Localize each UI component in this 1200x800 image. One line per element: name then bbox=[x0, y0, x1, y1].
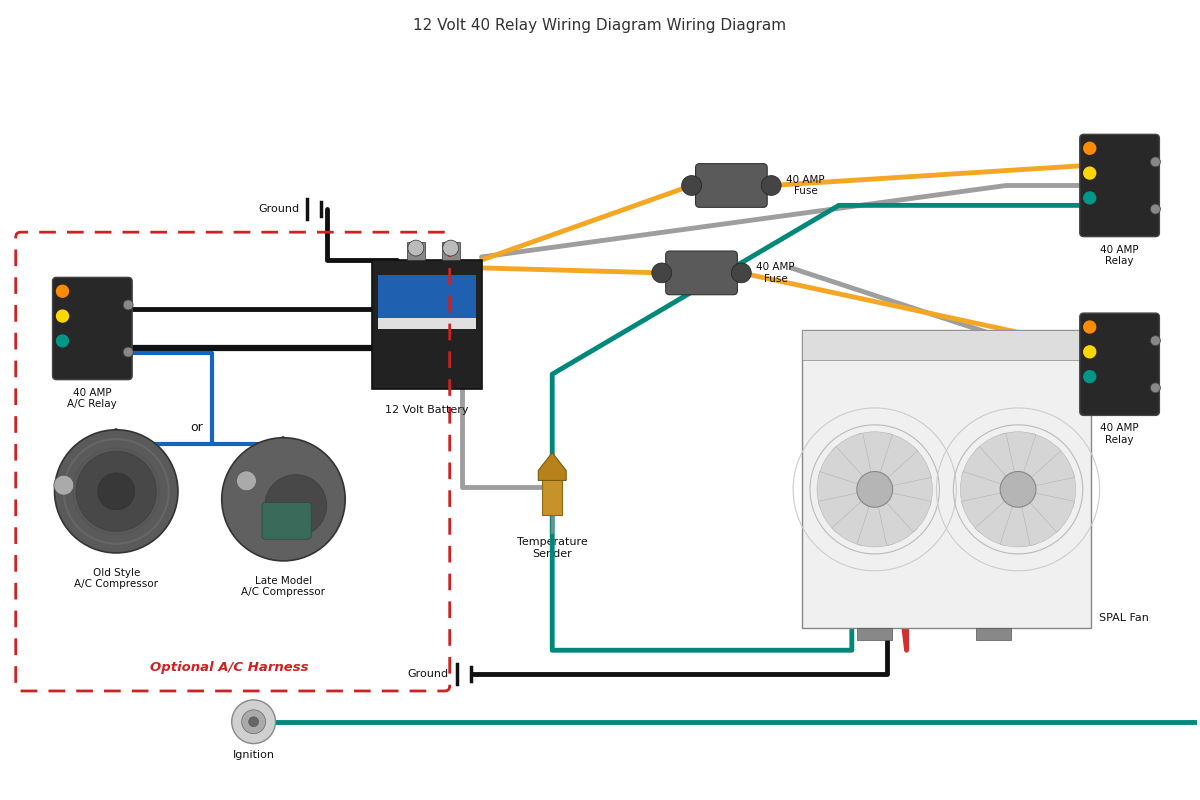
Circle shape bbox=[56, 286, 68, 298]
Text: 40 AMP
Relay: 40 AMP Relay bbox=[1100, 423, 1139, 445]
Circle shape bbox=[124, 347, 133, 357]
Circle shape bbox=[1084, 346, 1096, 358]
Wedge shape bbox=[875, 433, 918, 490]
Wedge shape bbox=[857, 432, 893, 490]
Circle shape bbox=[731, 263, 751, 283]
Circle shape bbox=[1151, 204, 1160, 214]
Circle shape bbox=[124, 300, 133, 310]
Text: Ground: Ground bbox=[258, 204, 299, 214]
Wedge shape bbox=[1018, 433, 1061, 490]
FancyBboxPatch shape bbox=[53, 278, 132, 380]
Text: or: or bbox=[191, 421, 203, 434]
Bar bbox=[542, 470, 562, 515]
Circle shape bbox=[97, 473, 134, 510]
Wedge shape bbox=[875, 471, 932, 507]
Circle shape bbox=[1151, 383, 1160, 393]
Circle shape bbox=[652, 263, 672, 283]
Circle shape bbox=[222, 438, 346, 561]
Circle shape bbox=[408, 240, 424, 256]
FancyBboxPatch shape bbox=[262, 502, 311, 539]
Polygon shape bbox=[539, 453, 566, 481]
Wedge shape bbox=[832, 433, 875, 490]
Circle shape bbox=[1084, 142, 1096, 154]
Bar bbox=[802, 330, 1091, 360]
Wedge shape bbox=[817, 471, 875, 507]
Text: Ground: Ground bbox=[408, 669, 449, 679]
Wedge shape bbox=[818, 490, 875, 532]
Circle shape bbox=[1000, 471, 1036, 507]
Circle shape bbox=[54, 430, 178, 553]
Wedge shape bbox=[961, 446, 1018, 490]
Circle shape bbox=[232, 700, 276, 743]
Text: 12 Volt Battery: 12 Volt Battery bbox=[385, 405, 468, 415]
Wedge shape bbox=[1018, 490, 1074, 532]
Circle shape bbox=[1151, 336, 1160, 346]
Circle shape bbox=[56, 310, 68, 322]
Circle shape bbox=[1151, 157, 1160, 167]
Circle shape bbox=[857, 471, 893, 507]
Wedge shape bbox=[1018, 490, 1061, 546]
Circle shape bbox=[236, 471, 257, 490]
Wedge shape bbox=[976, 433, 1018, 490]
Bar bbox=[378, 318, 475, 330]
Text: SPAL Fan: SPAL Fan bbox=[1099, 614, 1148, 623]
Bar bbox=[857, 629, 892, 640]
Bar bbox=[378, 275, 475, 330]
Text: 40 AMP
A/C Relay: 40 AMP A/C Relay bbox=[67, 387, 118, 409]
Text: 40 AMP
Fuse: 40 AMP Fuse bbox=[786, 174, 824, 196]
Circle shape bbox=[241, 710, 265, 734]
Circle shape bbox=[682, 175, 702, 195]
Text: 40 AMP
Relay: 40 AMP Relay bbox=[1100, 245, 1139, 266]
Bar bbox=[442, 242, 460, 260]
Text: Old Style
A/C Compressor: Old Style A/C Compressor bbox=[74, 568, 158, 590]
Wedge shape bbox=[875, 490, 931, 532]
FancyBboxPatch shape bbox=[1080, 134, 1159, 237]
Wedge shape bbox=[1018, 471, 1075, 507]
Circle shape bbox=[1084, 192, 1096, 204]
Circle shape bbox=[265, 474, 326, 536]
Wedge shape bbox=[857, 490, 893, 547]
Wedge shape bbox=[1001, 432, 1036, 490]
Text: Late Model
A/C Compressor: Late Model A/C Compressor bbox=[241, 576, 325, 598]
Wedge shape bbox=[1001, 490, 1036, 547]
Bar bbox=[977, 629, 1012, 640]
Text: 12 Volt 40 Relay Wiring Diagram Wiring Diagram: 12 Volt 40 Relay Wiring Diagram Wiring D… bbox=[414, 18, 786, 33]
Text: Temperature
Sender: Temperature Sender bbox=[517, 537, 588, 558]
Bar bbox=[407, 242, 425, 260]
Wedge shape bbox=[818, 446, 875, 490]
Circle shape bbox=[76, 451, 156, 531]
Wedge shape bbox=[1018, 446, 1074, 490]
FancyBboxPatch shape bbox=[802, 330, 1091, 629]
Text: Ignition: Ignition bbox=[233, 750, 275, 759]
Circle shape bbox=[1084, 321, 1096, 333]
Wedge shape bbox=[875, 446, 931, 490]
FancyBboxPatch shape bbox=[666, 251, 737, 294]
Circle shape bbox=[248, 717, 258, 726]
Circle shape bbox=[56, 335, 68, 347]
Circle shape bbox=[1084, 370, 1096, 382]
Wedge shape bbox=[976, 490, 1018, 546]
Text: 40 AMP
Fuse: 40 AMP Fuse bbox=[756, 262, 794, 284]
Circle shape bbox=[761, 175, 781, 195]
Wedge shape bbox=[832, 490, 875, 546]
Text: Optional A/C Harness: Optional A/C Harness bbox=[150, 661, 308, 674]
Circle shape bbox=[443, 240, 458, 256]
Wedge shape bbox=[961, 490, 1018, 532]
Circle shape bbox=[1084, 167, 1096, 179]
Bar bbox=[372, 260, 481, 389]
Wedge shape bbox=[960, 471, 1018, 507]
Circle shape bbox=[54, 475, 73, 495]
FancyBboxPatch shape bbox=[1080, 313, 1159, 415]
Wedge shape bbox=[875, 490, 918, 546]
FancyBboxPatch shape bbox=[696, 164, 767, 207]
